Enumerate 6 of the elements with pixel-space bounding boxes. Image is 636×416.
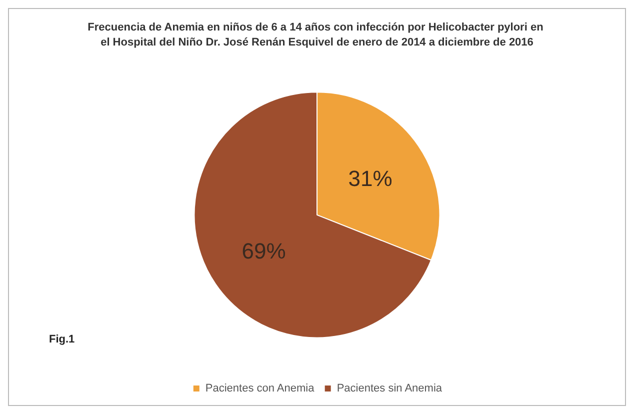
legend-label: Pacientes con Anemia: [205, 382, 316, 394]
chart-title: Frecuencia de Anemia en niños de 6 a 14 años con infección por Helicobacter pylori en el Hospital del Niño Dr. José Renán Esquivel de enero de 2014 a diciembre de 2016: [88, 22, 546, 48]
legend-label: Pacientes sin Anemia: [336, 382, 443, 394]
data-label: 31%: [348, 166, 392, 192]
caption: Fig.1: [49, 334, 75, 346]
data-label: 69%: [242, 238, 286, 264]
